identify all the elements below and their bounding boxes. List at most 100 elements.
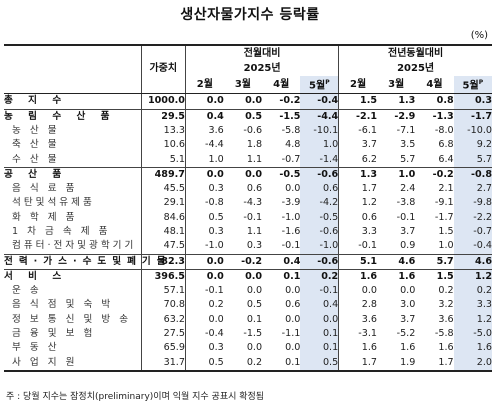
mom-cell: 0.3 (208, 342, 224, 354)
mom-cell: 0.4 (300, 298, 340, 313)
mom-cell: -0.6 (300, 225, 340, 240)
yoy-cell: 3.3 (361, 226, 378, 237)
mom-cell: 0.1 (300, 327, 340, 342)
row-label: 음 식 점 및 숙 박 (4, 298, 142, 313)
yoy-cell: 1.3 (377, 93, 416, 110)
yoy-cell: 0.6 (361, 211, 378, 223)
yoy-cell: 3.6 (361, 313, 378, 325)
yoy-cell: 1.5 (438, 226, 454, 237)
mom-cell: -1.5 (262, 108, 301, 124)
mom-cell: -0.8 (205, 197, 224, 209)
table-row: 운 송 57.1 -0.1 0.0 0.0 -0.1 0.0 0.0 0.2 0.2 (4, 284, 492, 299)
table-row: 사 업 지 원 31.7 0.5 0.2 0.1 0.5 1.7 1.9 1.7 2.0 (4, 355, 492, 372)
table-row: 정 보 통 신 및 방 송 63.2 0.0 0.1 0.0 0.0 3.6 3.7 3.6 1.… (4, 312, 492, 328)
yoy-year-header: 2025년 (397, 63, 435, 74)
mom-cell: 0.4 (185, 108, 224, 124)
yoy-cell: -1.3 (415, 108, 454, 124)
yoy-cell: 1.7 (361, 183, 378, 195)
row-label: 1 차 금 속 제 품 (4, 225, 142, 240)
mom-cell: -10.1 (300, 123, 340, 139)
row-label: 석탄및석유제품 (4, 196, 142, 211)
mom-cell: 0.3 (208, 183, 224, 195)
yoy-cell: 1.6 (361, 342, 378, 354)
mom-cell: -0.1 (243, 211, 263, 223)
table-row: 총 지 수 1000.0 0.0 0.0 -0.2 -0.4 1.5 1.3 0.8 0.3 (4, 93, 492, 110)
yoy-cell: -3.1 (358, 328, 378, 340)
mom-cell: 0.1 (300, 341, 340, 356)
table-row: 음 식 료 품 45.5 0.3 0.6 0.0 0.6 1.7 2.4 2.1 2.7 (4, 182, 492, 197)
weight-cell: 48.1 (141, 225, 186, 240)
mom-cell: 0.0 (285, 342, 301, 354)
yoy-cell: -2.2 (453, 210, 492, 225)
mom-cell: -4.4 (205, 139, 224, 151)
yoy-cell: 5.7 (400, 153, 416, 165)
mom-cell: 0.0 (223, 268, 263, 285)
mom-cell: -0.2 (262, 93, 301, 110)
yoy-cell: 1.5 (415, 268, 454, 285)
table-body: 총 지 수 1000.0 0.0 0.0 -0.2 -0.4 1.5 1.3 0.8 0.3 농 림… (4, 93, 492, 372)
yoy-cell: 1.9 (377, 355, 416, 372)
yoy-cell: -9.1 (434, 197, 454, 209)
yoy-cell: 1.6 (338, 268, 378, 285)
weight-cell: 47.5 (141, 239, 186, 255)
yoy-month-header: 4월 (415, 76, 454, 95)
table-row: 서 비 스 396.5 0.0 0.0 0.1 0.2 1.6 1.6 1.5 1.2 (4, 268, 492, 285)
yoy-cell: -0.1 (358, 240, 378, 252)
mom-cell: -1.0 (205, 240, 224, 252)
yoy-cell: 6.4 (438, 153, 454, 165)
mom-group-header: 전월대비 (185, 44, 340, 62)
table-row: 공 산 품 489.7 0.0 0.0 -0.5 -0.6 1.3 1.0 -0.2 -0.8 (4, 166, 492, 183)
weight-cell: 82.3 (141, 253, 186, 270)
weight-cell: 31.7 (141, 355, 186, 372)
yoy-cell: 0.8 (415, 93, 454, 110)
weight-cell: 10.6 (141, 138, 186, 153)
mom-cell: -1.6 (281, 226, 301, 237)
mom-cell: 0.0 (223, 166, 263, 183)
mom-cell: 1.0 (208, 153, 224, 165)
yoy-cell: 3.0 (400, 299, 416, 311)
mom-cell: 0.3 (246, 240, 263, 252)
yoy-cell: 1.7 (415, 355, 454, 372)
mom-cell: -4.2 (300, 196, 340, 211)
footnote: 주 : 당월 지수는 잠정치(preliminary)이며 익월 지수 공표시 … (6, 392, 265, 402)
mom-cell: -1.5 (243, 328, 263, 340)
weight-cell: 13.3 (141, 123, 186, 139)
mom-cell: -0.1 (205, 285, 224, 297)
weight-cell: 63.2 (141, 312, 186, 328)
yoy-cell: 3.7 (400, 226, 416, 237)
row-label: 금 융 및 보 험 (4, 327, 142, 342)
yoy-cell: -0.7 (453, 225, 492, 240)
mom-cell: 1.8 (246, 139, 263, 151)
yoy-cell: 2.1 (438, 183, 454, 195)
yoy-cell: -0.4 (453, 239, 492, 255)
mom-cell: 0.0 (185, 268, 224, 285)
mom-cell: -1.0 (281, 211, 301, 223)
mom-year-header: 2025년 (185, 62, 340, 76)
mom-cell: 1.1 (246, 226, 263, 237)
mom-cell: 0.2 (300, 268, 340, 285)
mom-cell: 0.2 (208, 299, 224, 311)
row-label: 음 식 료 품 (4, 182, 142, 197)
yoy-month-header: 2월 (338, 76, 378, 95)
table-row: 부 동 산 65.9 0.3 0.0 0.0 0.1 1.6 1.6 1.6 1.6 (4, 341, 492, 356)
weight-cell: 65.9 (141, 341, 186, 356)
weight-cell: 396.5 (141, 268, 186, 285)
yoy-cell: 0.0 (400, 285, 416, 297)
mom-cell: 0.0 (185, 253, 224, 270)
yoy-month-header: 3월 (377, 76, 416, 95)
weight-cell: 84.6 (141, 210, 186, 225)
weight-cell: 29.5 (141, 108, 186, 124)
mom-cell: 0.0 (185, 166, 224, 183)
weight-cell: 57.1 (141, 284, 186, 299)
mom-cell: 0.0 (285, 313, 301, 325)
yoy-cell: 0.2 (453, 284, 492, 299)
yoy-cell: 1.3 (338, 166, 378, 183)
mom-cell: 0.1 (246, 313, 263, 325)
mom-cell: -5.8 (281, 124, 301, 136)
yoy-cell: 5.7 (453, 152, 492, 168)
yoy-cell: -1.7 (453, 108, 492, 124)
row-label: 농 림 수 산 품 (4, 108, 142, 124)
weight-cell: 45.5 (141, 182, 186, 197)
mom-cell: -4.3 (243, 197, 263, 209)
yoy-cell: -2.9 (377, 108, 416, 124)
